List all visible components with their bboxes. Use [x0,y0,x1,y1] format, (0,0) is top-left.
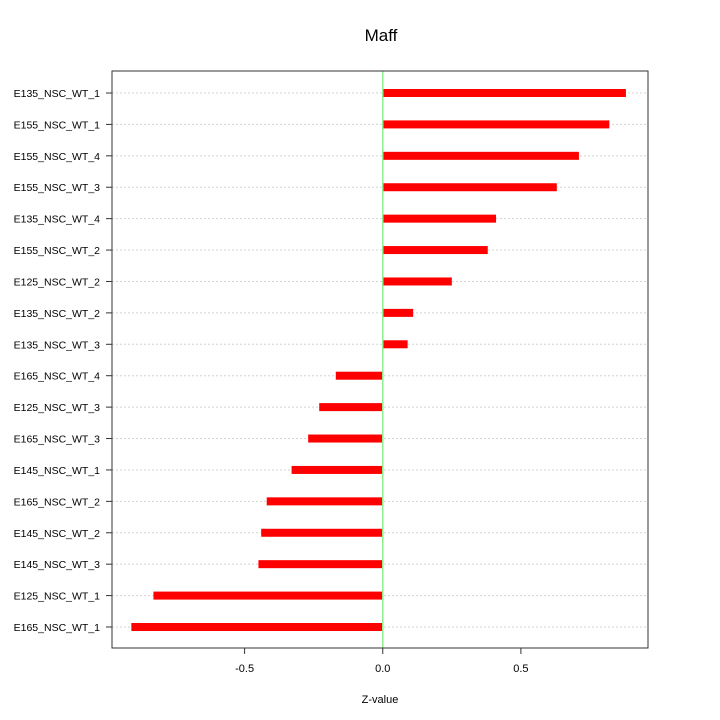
category-label: E135_NSC_WT_2 [14,308,101,320]
bar [382,89,626,97]
bar [335,371,383,380]
category-label: E155_NSC_WT_2 [14,245,101,257]
x-axis-label: Z-value [362,694,399,706]
x-tick-label: 0.5 [513,663,528,675]
category-label: E155_NSC_WT_4 [14,151,101,163]
bar [291,465,383,474]
category-label: E165_NSC_WT_2 [14,496,101,508]
category-label: E125_NSC_WT_3 [14,402,101,414]
category-label: E125_NSC_WT_1 [14,591,101,603]
category-label: E145_NSC_WT_2 [14,528,101,540]
bar [382,277,452,286]
bar [261,528,383,537]
category-label: E155_NSC_WT_1 [14,119,101,131]
x-tick-label: 0.0 [375,663,390,675]
category-label: E145_NSC_WT_1 [14,465,101,477]
plot-frame [111,70,649,649]
bar [308,434,383,443]
category-label: E155_NSC_WT_3 [14,182,101,194]
category-label: E135_NSC_WT_3 [14,339,101,351]
category-label: E125_NSC_WT_2 [14,276,101,288]
category-label: E165_NSC_WT_4 [14,371,101,383]
bar [266,497,383,506]
category-label: E145_NSC_WT_3 [14,559,101,571]
chart-title: Maff [365,26,398,45]
bar [382,308,414,317]
category-label: E135_NSC_WT_1 [14,88,101,100]
bar [319,403,383,412]
bar [382,151,579,160]
bar [258,560,383,569]
category-label: E165_NSC_WT_1 [14,622,101,634]
bar [131,623,383,631]
category-label: E165_NSC_WT_3 [14,434,101,446]
category-label: E135_NSC_WT_4 [14,214,101,226]
bar [382,183,557,192]
x-tick-label: -0.5 [235,663,254,675]
bar [153,591,383,600]
bar [382,340,408,349]
bar [382,120,610,129]
bar [382,214,497,223]
bar [382,246,488,255]
